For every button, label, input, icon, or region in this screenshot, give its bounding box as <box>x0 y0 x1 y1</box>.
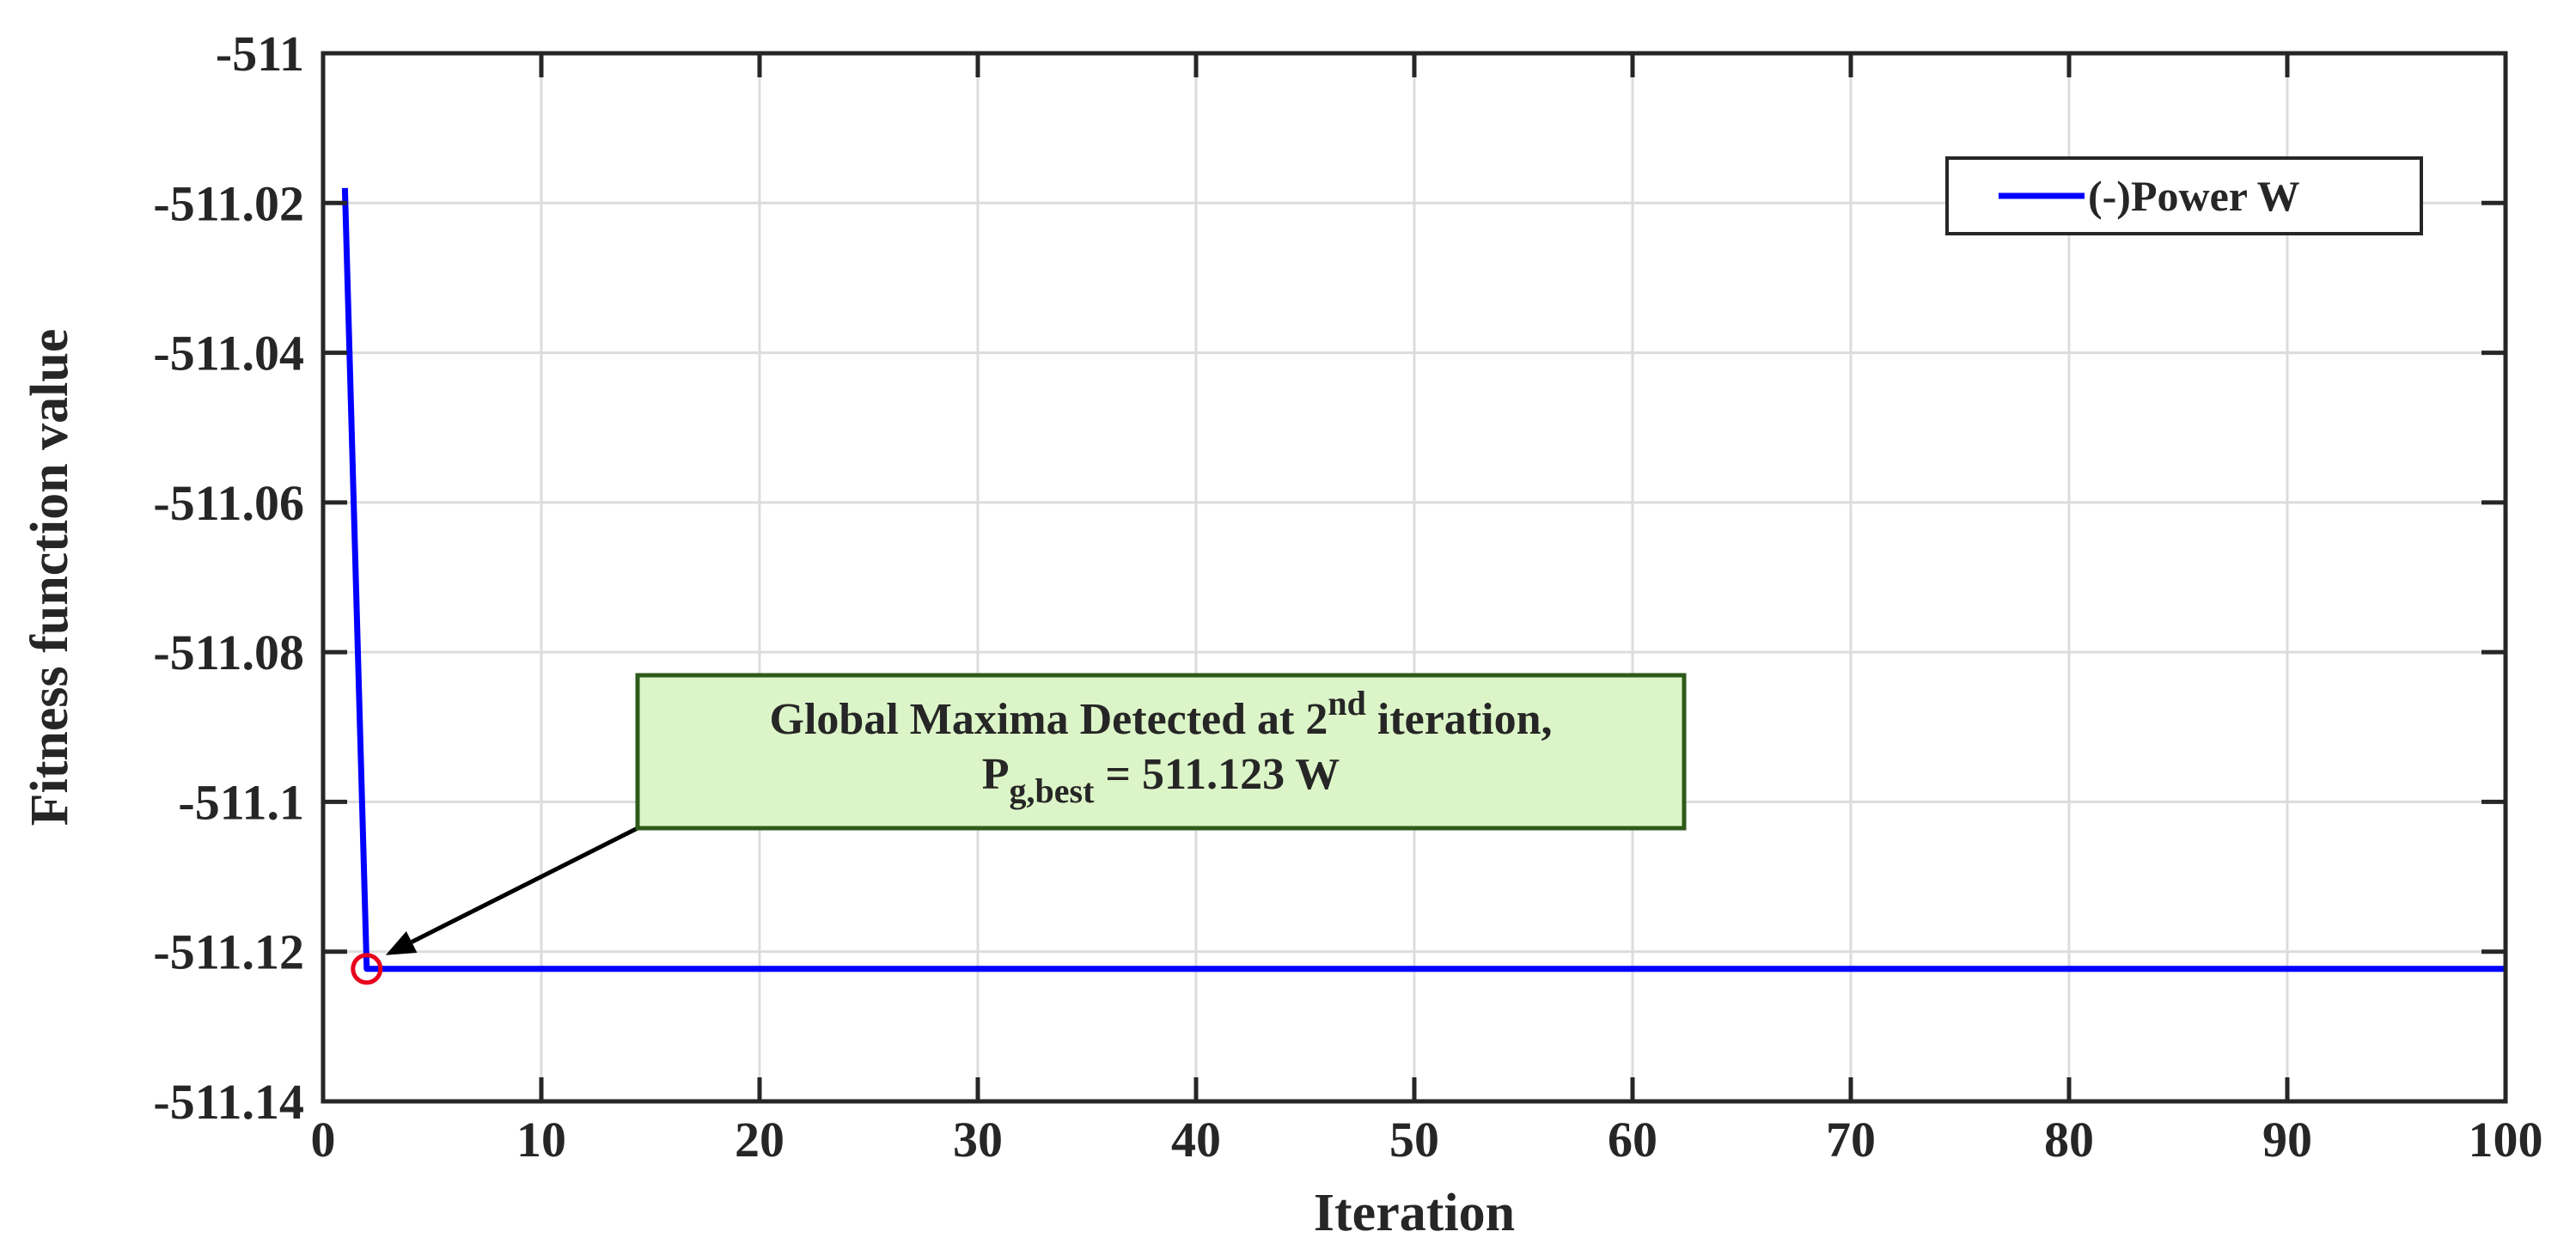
y-tick-label: -511.1 <box>178 774 304 830</box>
x-tick-label: 30 <box>953 1112 1003 1168</box>
x-tick-label: 50 <box>1389 1112 1439 1168</box>
x-tick-label: 10 <box>516 1112 566 1168</box>
x-axis-label: Iteration <box>1314 1184 1515 1242</box>
legend: (-)Power W <box>1945 156 2423 235</box>
annotation: Global Maxima Detected at 2nd iteration,… <box>385 673 1687 955</box>
ticks <box>320 51 2508 1104</box>
annotation-line1-prefix: Global Maxima Detected at 2 <box>770 695 1328 744</box>
series-layer <box>341 187 2506 985</box>
annotation-text-line2: Pg,best = 511.123 W <box>982 750 1340 810</box>
annotation-line1-suffix: iteration, <box>1366 695 1553 744</box>
annotation-arrow-head <box>385 930 418 955</box>
x-tick-label: 60 <box>1608 1112 1657 1168</box>
x-tick-label: 20 <box>735 1112 784 1168</box>
y-tick-label: -511.06 <box>153 475 304 531</box>
annotation-arrow <box>411 826 639 944</box>
series-line <box>341 187 2506 972</box>
annotation-line1-superscript: nd <box>1328 684 1366 723</box>
annotation-box <box>635 673 1687 831</box>
y-tick-label: -511.14 <box>153 1074 304 1130</box>
legend-label: (-)Power W <box>2088 172 2300 220</box>
annotation-text-line1: Global Maxima Detected at 2nd iteration, <box>770 684 1553 744</box>
x-tick-label: 100 <box>2469 1112 2543 1168</box>
x-tick-labels: 0 10 20 30 40 50 60 70 80 90 100 <box>311 1112 2543 1168</box>
annotation-line2-subscript: g,best <box>1010 771 1096 810</box>
x-tick-label: 80 <box>2044 1112 2094 1168</box>
x-tick-label: 40 <box>1171 1112 1221 1168</box>
y-tick-label: -511 <box>216 26 304 82</box>
annotation-line2-symbol: P <box>982 750 1010 799</box>
y-tick-label: -511.12 <box>153 924 304 980</box>
x-tick-label: 0 <box>311 1112 336 1168</box>
y-tick-labels: -511 -511.02 -511.04 -511.06 -511.08 -511.1 -5… <box>153 26 304 1130</box>
y-tick-label: -511.02 <box>153 175 304 231</box>
annotation-line2-rest: = 511.123 W <box>1094 750 1340 799</box>
x-tick-label: 90 <box>2262 1112 2312 1168</box>
x-tick-label: 70 <box>1826 1112 1876 1168</box>
y-axis-label: Fitness function value <box>21 329 79 826</box>
y-tick-label: -511.08 <box>153 625 304 680</box>
global-best-marker <box>351 953 383 985</box>
y-tick-label: -511.04 <box>153 326 304 381</box>
